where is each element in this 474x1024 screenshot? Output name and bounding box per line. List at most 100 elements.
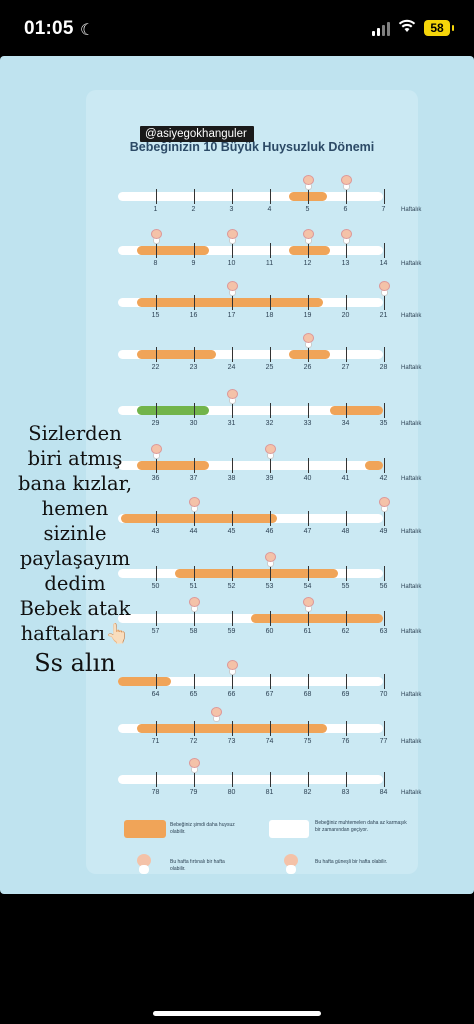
- week-number: 38: [227, 475, 236, 482]
- week-number: 69: [341, 691, 350, 698]
- unit-label: Haftalık: [401, 739, 422, 745]
- week-number: 41: [341, 475, 350, 482]
- week-number: 31: [227, 420, 236, 427]
- week-tick: [345, 511, 347, 526]
- unit-label: Haftalık: [401, 207, 422, 213]
- overlay-line: haftaları👆🏻: [20, 622, 130, 645]
- fussy-period-bar: [288, 246, 331, 255]
- baby-icon: [264, 552, 277, 567]
- week-tick: [307, 721, 309, 736]
- week-number: 16: [189, 312, 198, 319]
- week-tick: [193, 403, 195, 418]
- poster-title: Bebeğinizin 10 Büyük Huysuzluk Dönemi: [129, 140, 375, 154]
- week-number: 66: [227, 691, 236, 698]
- wifi-icon: [398, 19, 416, 38]
- week-tick: [231, 772, 233, 787]
- battery-indicator: 58: [424, 20, 454, 36]
- week-number: 59: [227, 628, 236, 635]
- week-tick: [345, 674, 347, 689]
- week-number: 37: [189, 475, 198, 482]
- week-number: 11: [265, 260, 274, 267]
- week-tick: [269, 721, 271, 736]
- overlay-line-last: Ss alın: [34, 649, 116, 677]
- legend-orange-text: Bebeğiniz şimdi daha huysuz olabilir.: [170, 822, 235, 835]
- fussy-period-bar: [364, 461, 383, 470]
- week-number: 15: [151, 312, 160, 319]
- baby-icon: [302, 333, 315, 348]
- week-number: 6: [343, 206, 348, 213]
- week-tick: [383, 189, 385, 204]
- week-number: 8: [153, 260, 158, 267]
- calm-period-bar: [136, 406, 209, 415]
- story-text-overlay[interactable]: Sizlerden biri atmış bana kızlar, hemen …: [8, 421, 142, 680]
- week-number: 18: [265, 312, 274, 319]
- unit-label: Haftalık: [401, 476, 422, 482]
- week-number: 49: [379, 528, 388, 535]
- week-tick: [155, 403, 157, 418]
- story-mention-tag[interactable]: @asiyegokhanguler: [140, 126, 254, 142]
- week-number: 14: [379, 260, 388, 267]
- week-number: 67: [265, 691, 274, 698]
- week-tick: [307, 611, 309, 626]
- week-tick: [345, 243, 347, 258]
- week-number: 56: [379, 583, 388, 590]
- week-tick: [193, 347, 195, 362]
- week-tick: [193, 189, 195, 204]
- week-tick: [345, 721, 347, 736]
- week-number: 22: [151, 364, 160, 371]
- legend-white-text: Bebeğiniz muhtemelen daha az karmaşık bi…: [315, 820, 407, 833]
- baby-icon: [150, 229, 163, 244]
- timeline-track: [118, 246, 383, 255]
- week-tick: [307, 189, 309, 204]
- week-tick: [345, 403, 347, 418]
- week-tick: [269, 243, 271, 258]
- week-tick: [231, 566, 233, 581]
- timeline-track: [118, 298, 383, 307]
- week-number: 5: [305, 206, 310, 213]
- week-tick: [269, 566, 271, 581]
- week-tick: [231, 189, 233, 204]
- week-tick: [193, 511, 195, 526]
- week-tick: [231, 611, 233, 626]
- week-number: 65: [189, 691, 198, 698]
- baby-icon: [340, 229, 353, 244]
- week-tick: [269, 403, 271, 418]
- unit-label: Haftalık: [401, 584, 422, 590]
- week-tick: [269, 674, 271, 689]
- week-tick: [269, 189, 271, 204]
- week-tick: [307, 511, 309, 526]
- overlay-line: Bebek atak: [19, 597, 131, 620]
- status-bar: 01:05 ☾ 58: [0, 0, 474, 56]
- week-number: 58: [189, 628, 198, 635]
- week-tick: [231, 674, 233, 689]
- week-tick: [231, 295, 233, 310]
- unit-label: Haftalık: [401, 629, 422, 635]
- week-number: 52: [227, 583, 236, 590]
- week-number: 81: [265, 789, 274, 796]
- week-tick: [155, 772, 157, 787]
- baby-icon: [302, 175, 315, 190]
- week-number: 32: [265, 420, 274, 427]
- unit-label: Haftalık: [401, 261, 422, 267]
- overlay-line: paylaşayım: [19, 547, 131, 570]
- week-tick: [383, 721, 385, 736]
- week-tick: [155, 347, 157, 362]
- week-tick: [345, 458, 347, 473]
- week-number: 36: [151, 475, 160, 482]
- week-tick: [307, 403, 309, 418]
- week-tick: [383, 772, 385, 787]
- baby-icon: [302, 597, 315, 612]
- week-tick: [193, 721, 195, 736]
- home-indicator[interactable]: [153, 1011, 321, 1016]
- week-tick: [383, 347, 385, 362]
- week-tick: [155, 295, 157, 310]
- week-number: 79: [189, 789, 198, 796]
- week-number: 17: [227, 312, 236, 319]
- unit-label: Haftalık: [401, 365, 422, 371]
- week-tick: [269, 511, 271, 526]
- baby-icon: [226, 660, 239, 675]
- week-tick: [269, 611, 271, 626]
- overlay-line: dedim: [44, 572, 106, 595]
- timeline-track: [118, 614, 383, 623]
